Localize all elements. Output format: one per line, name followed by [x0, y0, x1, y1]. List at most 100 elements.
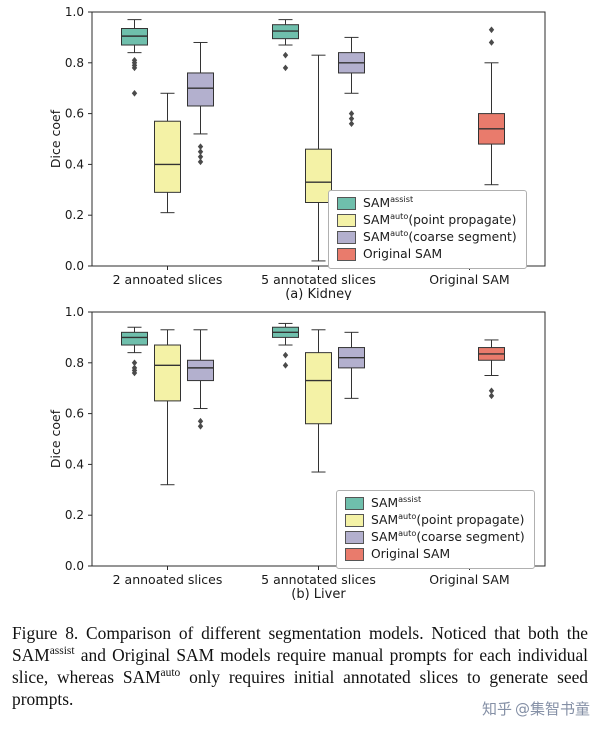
legend-item: SAMauto(point propagate) [337, 211, 517, 228]
legend-item: SAMauto(coarse segment) [337, 228, 517, 245]
x-tick-label: 2 annoated slices [113, 272, 223, 287]
legend-item: Original SAM [337, 247, 517, 261]
x-tick-label: 2 annoated slices [113, 572, 223, 587]
legend-item: SAMassist [337, 193, 517, 210]
watermark-author: @集智书童 [514, 700, 590, 718]
y-tick-label: 0.2 [65, 508, 84, 522]
y-tick-label: 0.2 [65, 208, 84, 222]
outlier-marker [348, 115, 355, 122]
legend-item: Original SAM [345, 547, 525, 561]
legend-item: SAMassist [345, 493, 525, 510]
legend-label-text: SAM [371, 513, 399, 528]
outlier-marker [131, 89, 138, 97]
legend-label-text: SAM [363, 230, 391, 245]
legend-label-text: (point propagate) [408, 213, 517, 228]
box [187, 72, 214, 107]
outlier-marker [131, 64, 138, 72]
legend-swatch [345, 496, 364, 510]
y-axis-label: Dice coef [48, 409, 63, 468]
legend-swatch [337, 213, 356, 227]
watermark: 知乎 @集智书童 [482, 698, 590, 719]
x-tick-label: Original SAM [429, 272, 509, 287]
outlier-marker [197, 153, 204, 161]
legend-label-text: (coarse segment) [408, 230, 517, 245]
legend-label: SAMassist [371, 493, 422, 510]
outlier-marker [348, 120, 355, 128]
y-tick-label: 0.0 [65, 259, 84, 273]
legend-label: Original SAM [363, 247, 442, 261]
outlier-marker [282, 362, 289, 369]
y-tick-label: 1.0 [65, 305, 84, 319]
legend-label-text: SAM [371, 496, 399, 510]
outlier-marker [197, 423, 204, 430]
legend-item: SAMauto(point propagate) [345, 511, 525, 528]
legend-swatch [337, 196, 356, 210]
outlier-marker [197, 143, 204, 150]
legend-label-sup: auto [390, 211, 409, 222]
box [187, 359, 214, 382]
x-tick-label: 5 annotated slices [261, 572, 376, 587]
outlier-marker [197, 148, 204, 155]
chart-liver: 0.0 0.2 0.4 0.6 0.8 1.0 Dice coef 2 annoated sl… [0, 300, 600, 602]
legend-swatch [345, 547, 364, 561]
outlier-marker [131, 369, 138, 377]
legend-swatch [345, 530, 364, 544]
chart-title: (b) Liver [291, 587, 346, 600]
x-tick-label: Original SAM [429, 572, 509, 587]
legend-label-sup: auto [390, 228, 409, 239]
outlier-marker [488, 392, 495, 400]
legend-swatch [345, 513, 364, 527]
box [154, 344, 181, 402]
legend-swatch [337, 247, 356, 261]
legend-label-text: SAM [371, 530, 399, 545]
boxplot-svg: 0.0 0.2 0.4 0.6 0.8 1.0 Dice coef 2 annoated sl… [48, 5, 546, 302]
legend-label: SAMauto(point propagate) [363, 211, 517, 228]
legend-label-text: Original SAM [363, 247, 443, 262]
boxplot-svg: 0.0 0.2 0.4 0.6 0.8 1.0 Dice coef 2 annoated sl… [48, 305, 546, 602]
y-tick-label: 0.6 [65, 107, 84, 121]
outlier-marker [488, 26, 495, 34]
outlier-marker [131, 359, 138, 367]
legend-swatch [337, 230, 356, 244]
box [305, 352, 332, 425]
legend-label-text: (coarse segment) [416, 530, 525, 545]
chart-kidney: 0.0 0.2 0.4 0.6 0.8 1.0 Dice coef 2 annoated sl… [0, 0, 600, 302]
legend-label-text: (point propagate) [416, 513, 525, 528]
y-tick-label: 0.6 [65, 407, 84, 421]
legend-label-sup: assist [390, 193, 414, 204]
legend-item: SAMauto(coarse segment) [345, 528, 525, 545]
y-tick-label: 1.0 [65, 5, 84, 19]
outlier-marker [282, 351, 289, 359]
outlier-marker [282, 51, 289, 59]
outlier-marker [282, 64, 289, 72]
y-axis-label: Dice coef [48, 109, 63, 168]
chart-title: (a) Kidney [285, 287, 352, 300]
box [154, 120, 181, 193]
figure-caption: Figure 8. Comparison of different segmen… [12, 622, 588, 710]
y-tick-label: 0.4 [65, 157, 84, 171]
legend-label-sup: auto [398, 511, 417, 522]
watermark-brand: 知乎 [481, 700, 512, 718]
box [305, 148, 332, 204]
legend-label: SAMauto(coarse segment) [363, 228, 517, 245]
caption-sup-auto: auto [160, 667, 181, 680]
legend-label-sup: assist [398, 493, 422, 504]
legend-label: SAMassist [363, 193, 414, 210]
y-tick-label: 0.4 [65, 457, 84, 471]
x-tick-label: 5 annotated slices [261, 272, 376, 287]
legend: SAMassist SAMauto(point propagate) SAMauto… [328, 190, 527, 269]
legend-label-text: Original SAM [371, 547, 451, 562]
y-tick-label: 0.0 [65, 559, 84, 573]
outlier-marker [488, 39, 495, 46]
caption-text: only requires initial annotated slices t… [12, 667, 588, 709]
legend-label: Original SAM [371, 547, 450, 561]
y-tick-label: 0.8 [65, 356, 84, 370]
legend-label: SAMauto(coarse segment) [371, 528, 525, 545]
legend-label-sup: auto [398, 528, 417, 539]
caption-text: and Original SAM models require manual p… [12, 645, 588, 687]
legend-label-text: SAM [363, 196, 391, 210]
legend: SAMassist SAMauto(point propagate) SAMauto… [336, 490, 535, 569]
outlier-marker [197, 158, 204, 166]
y-tick-label: 0.8 [65, 56, 84, 70]
